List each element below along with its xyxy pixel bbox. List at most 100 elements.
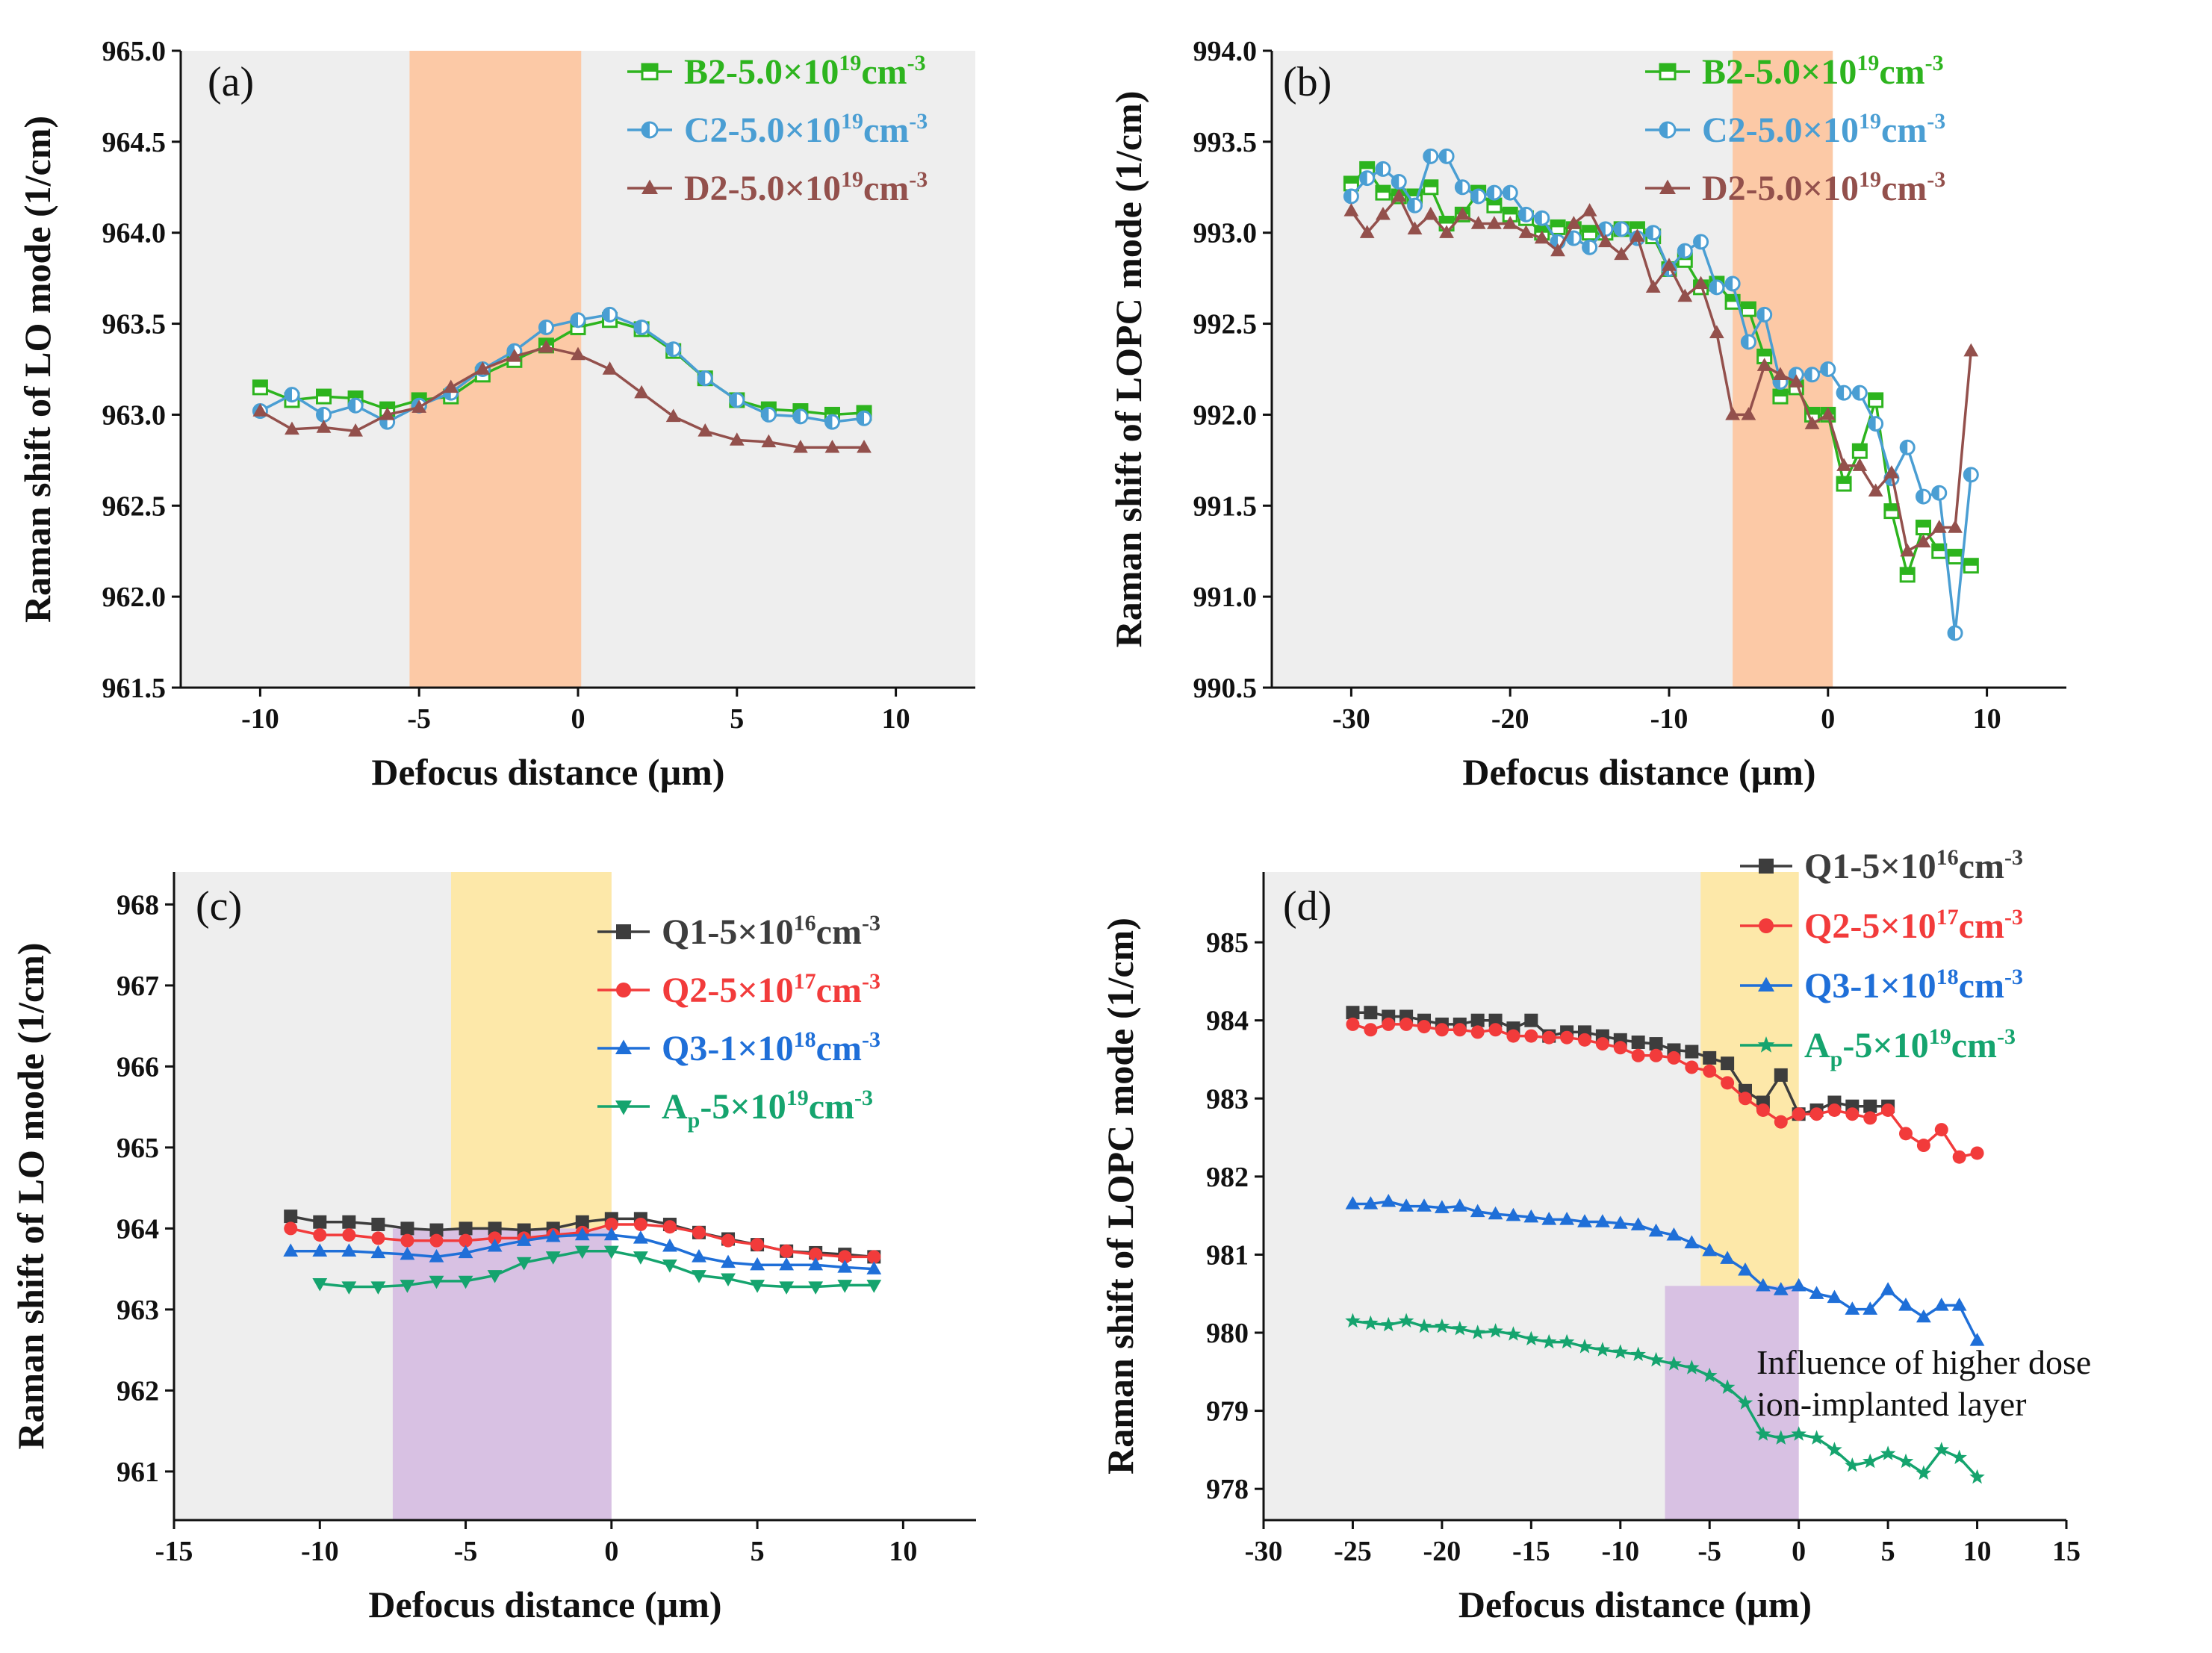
legend-label: B2-5.0×1019cm-3 (684, 51, 926, 92)
marker-fill (1423, 180, 1438, 187)
data-point (634, 385, 650, 399)
y-tick-label: 984 (1206, 1006, 1249, 1037)
data-point (1677, 288, 1693, 302)
data-point (1827, 1289, 1842, 1304)
data-point (411, 399, 427, 413)
marker-fill (1344, 189, 1352, 203)
legend-label: Q2-5×1017cm-3 (1804, 905, 2023, 946)
marker-fill (1376, 186, 1390, 193)
legend-unit: cm (863, 169, 909, 208)
data-point (1836, 385, 1852, 401)
data-point (1951, 1298, 1967, 1311)
data-point (793, 439, 808, 453)
data-point (1667, 1050, 1681, 1065)
data-point (1488, 1013, 1503, 1027)
data-point (729, 392, 745, 408)
legend-superscript: 19 (786, 1086, 809, 1110)
data-point (1517, 206, 1534, 222)
marker-fill (1440, 149, 1447, 164)
data-point (866, 1280, 882, 1293)
x-tick-label: 5 (751, 1536, 765, 1567)
data-point (1407, 197, 1423, 214)
data-point (1391, 188, 1407, 202)
marker-fill (1805, 367, 1812, 382)
marker-fill (1376, 162, 1383, 176)
data-point (603, 1245, 619, 1260)
data-point (721, 1273, 736, 1287)
marker-fill (1757, 308, 1765, 322)
data-point (1759, 918, 1774, 933)
y-tick-label: 962.0 (102, 582, 167, 613)
data-point (1791, 1426, 1806, 1441)
data-point (1559, 1212, 1575, 1225)
data-point (602, 361, 618, 375)
data-point (1345, 1313, 1361, 1328)
marker-fill (1948, 626, 1956, 640)
data-point (662, 1260, 677, 1273)
data-point (1381, 1316, 1397, 1332)
marker-fill (1964, 558, 1978, 566)
x-tick-label: 0 (1821, 703, 1835, 735)
data-point (1648, 1351, 1664, 1367)
data-point (1739, 1092, 1752, 1106)
marker-fill (1503, 208, 1517, 215)
data-point (1755, 1426, 1771, 1441)
data-point (1659, 63, 1677, 81)
data-point (633, 319, 650, 335)
marker-fill (1901, 441, 1908, 455)
data-point (780, 1244, 794, 1258)
y-tick-label: 964 (116, 1213, 159, 1245)
data-point (1741, 407, 1756, 420)
data-point (1720, 1251, 1736, 1264)
y-tick-label: 966 (116, 1051, 159, 1083)
data-point (1836, 458, 1851, 471)
data-point (1721, 1076, 1735, 1090)
marker-fill (1344, 176, 1358, 184)
data-point (1346, 1017, 1360, 1031)
data-point (1542, 1030, 1556, 1045)
data-point (545, 1228, 561, 1242)
legend-unit-superscript: -3 (909, 109, 928, 134)
marker-fill (825, 408, 839, 415)
data-point (1470, 1324, 1485, 1339)
data-point (1792, 1107, 1806, 1121)
marker-fill (1916, 490, 1924, 504)
x-tick-label: 5 (730, 703, 744, 735)
legend-subscript: p (1830, 1047, 1843, 1071)
data-point (1645, 225, 1662, 241)
legend-unit-superscript: -3 (862, 911, 880, 936)
data-point (1416, 1318, 1432, 1333)
data-point (750, 1257, 765, 1271)
data-point (1550, 243, 1565, 257)
legend-label: Q1-5×1016cm-3 (1804, 845, 2023, 886)
marker-fill (642, 122, 650, 137)
data-point (1578, 1033, 1591, 1047)
y-tick-label: 963.5 (102, 309, 167, 340)
data-point (692, 1249, 706, 1263)
y-tick-label: 961.5 (102, 673, 167, 704)
marker-fill (635, 320, 642, 334)
data-point (837, 1280, 853, 1293)
data-point (665, 408, 681, 423)
legend-superscript: 18 (794, 1027, 816, 1052)
data-point (574, 1227, 590, 1241)
marker-fill (1615, 222, 1622, 236)
legend-unit: cm (861, 52, 907, 92)
marker-fill (1408, 199, 1415, 213)
y-tick-label: 978 (1206, 1474, 1249, 1505)
data-point (370, 1245, 386, 1259)
data-point (1845, 1457, 1860, 1472)
series-2 (283, 1227, 882, 1274)
data-point (1677, 243, 1693, 259)
data-point (1423, 148, 1439, 164)
data-point (1969, 1333, 1985, 1346)
data-point (1659, 121, 1677, 139)
data-point (400, 1233, 414, 1248)
marker-fill (1535, 225, 1549, 233)
legend-unit: cm (1881, 110, 1927, 150)
data-point (429, 1223, 444, 1237)
series-line (1349, 193, 1973, 553)
data-point (1836, 476, 1852, 492)
marker-fill (317, 408, 324, 422)
data-point (721, 1233, 736, 1248)
